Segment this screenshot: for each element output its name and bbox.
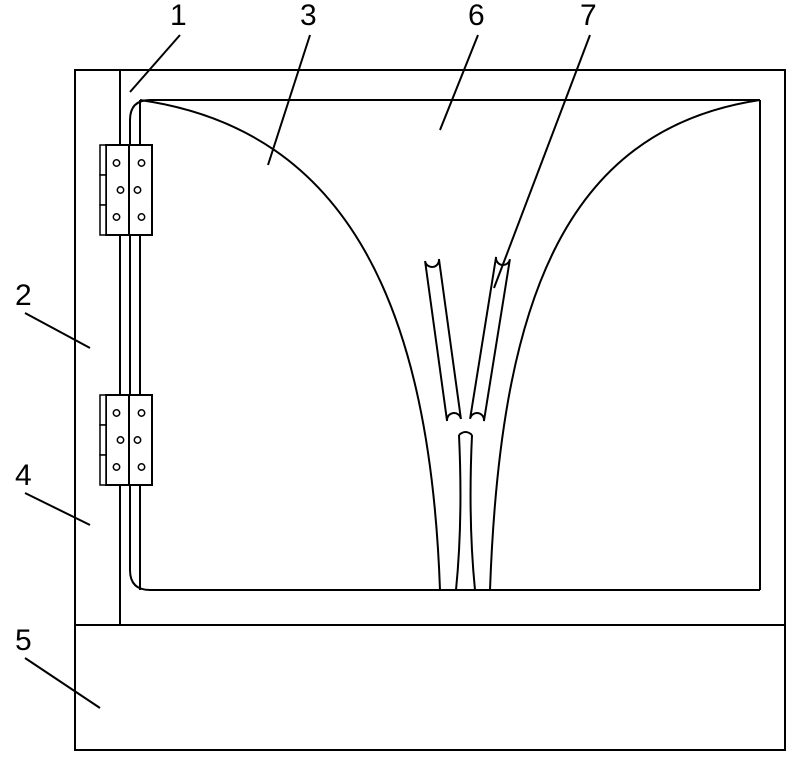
- hinge-bottom: [100, 395, 152, 485]
- hinge-top: [100, 145, 152, 235]
- label-6: 6: [468, 0, 485, 32]
- label-5: 5: [15, 624, 32, 657]
- label-1: 1: [170, 0, 187, 32]
- label-4: 4: [15, 459, 32, 492]
- label-2: 2: [15, 279, 32, 312]
- label-7: 7: [580, 0, 597, 32]
- label-3: 3: [300, 0, 317, 32]
